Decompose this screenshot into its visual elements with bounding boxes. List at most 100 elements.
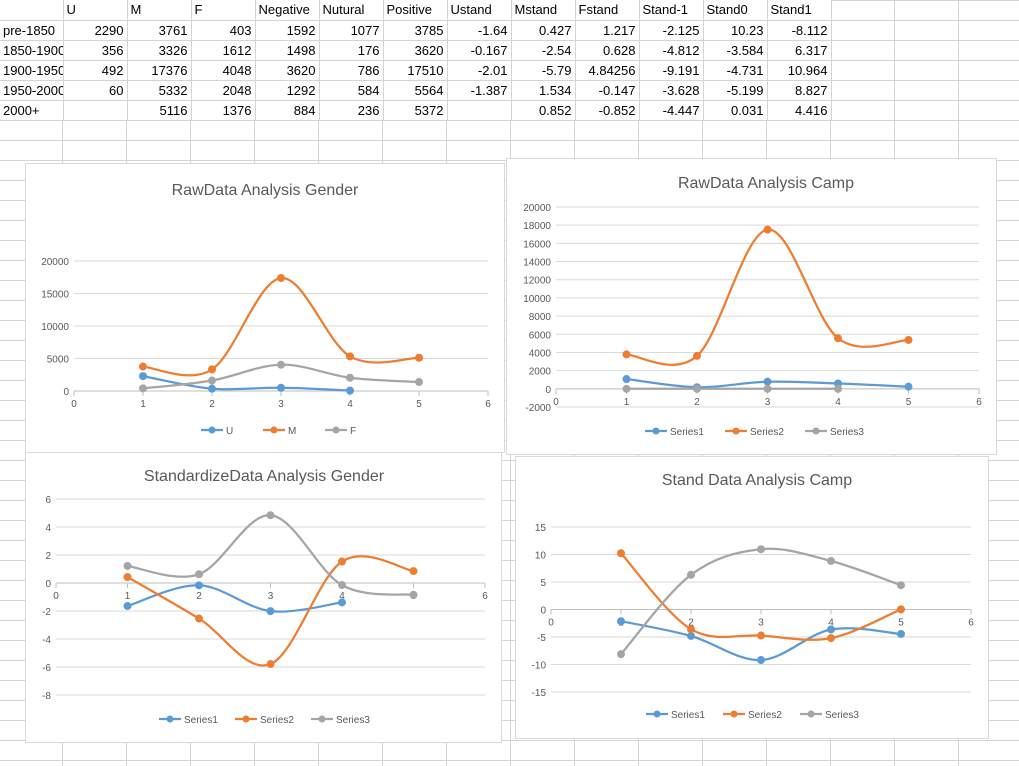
table-cell[interactable]: 0.031 [703, 100, 768, 121]
data-point[interactable] [139, 372, 147, 381]
row-label-cell[interactable]: 1850-1900 [0, 40, 64, 61]
table-cell[interactable]: 5332 [127, 80, 192, 101]
table-cell[interactable]: 3620 [383, 40, 448, 61]
legend-entry[interactable]: U [201, 426, 233, 437]
data-point[interactable] [897, 605, 905, 614]
data-point[interactable] [763, 384, 772, 393]
data-point[interactable] [277, 274, 285, 283]
table-cell[interactable]: -0.852 [575, 100, 640, 121]
table-cell[interactable]: 492 [63, 60, 128, 81]
data-point[interactable] [757, 656, 765, 665]
legend-entry[interactable]: Series1 [645, 427, 704, 438]
data-point[interactable] [834, 334, 842, 343]
table-cell[interactable]: 1077 [319, 20, 384, 41]
table-cell[interactable]: 10.23 [703, 20, 768, 41]
chart-rawdata-gender[interactable]: RawData Analysis Gender 0 5000 10000 15000 2… [25, 163, 505, 453]
table-cell[interactable]: 1592 [255, 20, 320, 41]
table-cell[interactable]: 8.827 [767, 80, 832, 101]
table-cell[interactable]: 3785 [383, 20, 448, 41]
data-point[interactable] [195, 614, 203, 623]
table-cell[interactable]: -0.147 [575, 80, 640, 101]
data-point[interactable] [346, 386, 354, 395]
data-point[interactable] [139, 384, 147, 393]
table-cell[interactable]: 17376 [127, 60, 192, 81]
table-cell[interactable]: 403 [191, 20, 256, 41]
data-point[interactable] [346, 373, 354, 382]
table-cell[interactable]: -3.628 [639, 80, 704, 101]
data-point[interactable] [693, 351, 701, 360]
data-point[interactable] [763, 225, 772, 234]
data-point[interactable] [827, 625, 835, 634]
data-point[interactable] [195, 570, 203, 579]
data-point[interactable] [687, 631, 695, 640]
data-point[interactable] [897, 629, 905, 638]
data-point[interactable] [338, 581, 346, 590]
header-cell[interactable]: F [191, 0, 256, 21]
series-line[interactable] [141, 374, 352, 392]
legend-entry[interactable]: F [325, 426, 356, 437]
data-point[interactable] [208, 384, 216, 393]
table-cell[interactable]: 2048 [191, 80, 256, 101]
chart-standardize-gender[interactable]: StandardizeData Analysis Gender -8 -6 -4 -2… [25, 452, 502, 743]
table-cell[interactable]: -4.731 [703, 60, 768, 81]
table-cell[interactable]: 17510 [383, 60, 448, 81]
data-point[interactable] [208, 376, 216, 385]
data-point[interactable] [622, 375, 631, 384]
table-cell[interactable]: 5564 [383, 80, 448, 101]
table-cell[interactable]: 0.628 [575, 40, 640, 61]
data-point[interactable] [693, 384, 701, 393]
data-point[interactable] [346, 352, 354, 361]
legend-entry[interactable]: Series2 [725, 427, 784, 438]
table-cell[interactable]: 1498 [255, 40, 320, 61]
table-cell[interactable]: 5116 [127, 100, 192, 121]
table-cell[interactable]: -8.112 [767, 20, 832, 41]
data-point[interactable] [266, 511, 275, 520]
table-cell[interactable]: 884 [255, 100, 320, 121]
data-point[interactable] [834, 384, 842, 393]
table-cell[interactable]: -5.79 [511, 60, 576, 81]
row-label-cell[interactable]: 1900-1950 [0, 60, 64, 81]
legend-entry[interactable]: Series2 [723, 710, 782, 721]
legend-entry[interactable]: M [263, 426, 296, 437]
table-cell[interactable]: -2.125 [639, 20, 704, 41]
chart-stand-camp[interactable]: Stand Data Analysis Camp -15 -10 -5 0 5 10 15 0… [515, 456, 989, 739]
header-cell[interactable]: Nutural [319, 0, 384, 21]
table-cell[interactable]: 0.427 [511, 20, 576, 41]
table-cell[interactable]: -4.812 [639, 40, 704, 61]
header-cell[interactable]: Positive [383, 0, 448, 21]
table-cell[interactable]: 1.534 [511, 80, 576, 101]
data-point[interactable] [277, 360, 285, 369]
data-point[interactable] [208, 365, 216, 374]
table-cell[interactable]: 1.217 [575, 20, 640, 41]
header-cell[interactable]: Ustand [447, 0, 512, 21]
header-cell[interactable]: Negative [255, 0, 320, 21]
table-cell[interactable]: 6.317 [767, 40, 832, 61]
data-point[interactable] [139, 362, 147, 371]
table-cell[interactable]: -9.191 [639, 60, 704, 81]
data-point[interactable] [409, 590, 418, 599]
table-cell[interactable]: 4048 [191, 60, 256, 81]
data-point[interactable] [277, 383, 285, 392]
data-point[interactable] [617, 549, 625, 558]
data-point[interactable] [266, 660, 275, 669]
table-cell[interactable]: -5.199 [703, 80, 768, 101]
data-point[interactable] [415, 378, 423, 387]
row-label-cell[interactable]: 1950-2000 [0, 80, 64, 101]
data-point[interactable] [827, 556, 835, 565]
data-point[interactable] [409, 567, 418, 576]
data-point[interactable] [123, 573, 132, 582]
table-cell[interactable]: 236 [319, 100, 384, 121]
data-point[interactable] [827, 634, 835, 643]
table-cell[interactable]: 1292 [255, 80, 320, 101]
table-cell[interactable]: 2290 [63, 20, 128, 41]
table-cell[interactable] [63, 100, 128, 121]
data-point[interactable] [622, 384, 631, 393]
header-cell[interactable]: U [63, 0, 128, 21]
table-cell[interactable]: -0.167 [447, 40, 512, 61]
legend-entry[interactable]: Series1 [646, 710, 705, 721]
table-cell[interactable]: 3620 [255, 60, 320, 81]
data-point[interactable] [123, 601, 132, 610]
table-cell[interactable]: -1.387 [447, 80, 512, 101]
data-point[interactable] [617, 617, 625, 626]
table-cell[interactable]: 5372 [383, 100, 448, 121]
